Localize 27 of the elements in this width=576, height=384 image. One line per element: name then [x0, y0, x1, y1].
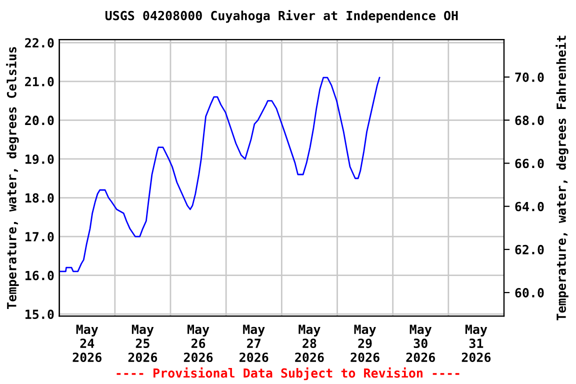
y2-tick-label: 60.0: [515, 288, 544, 298]
y-axis-title: Temperature, water, degrees Celsius: [6, 47, 19, 309]
y2-tick-label: 64.0: [515, 202, 544, 212]
y-tick-label: 20.0: [25, 116, 54, 126]
y2-tick-label: 66.0: [515, 158, 544, 168]
y-tick-label: 22.0: [25, 38, 54, 48]
y2-axis-title: Temperature, water, degrees Fahrenheit: [556, 36, 568, 320]
y-tick-label: 17.0: [26, 232, 54, 242]
x-tick-label: May 25 2026: [128, 324, 158, 362]
y2-tick-label: 62.0: [515, 244, 544, 254]
line-series: [59, 76, 380, 272]
y2-tick-label: 70.0: [515, 72, 544, 82]
x-tick-label: May 30 2026: [406, 324, 435, 362]
text: ---- Provisional Data Subject to Revision ----: [116, 367, 460, 380]
chart-title: USGS 04208000 Cuyahoga River at Independence OH: [105, 10, 458, 23]
x-tick-label: May 27 2026: [240, 324, 268, 362]
x-tick-label: May 24 2026: [72, 324, 102, 362]
y-tick-label: 18.0: [26, 193, 54, 203]
x-tick-label: May 28 2026: [295, 324, 324, 362]
x-tick-label: May 31 2026: [462, 324, 491, 362]
y-tick-label: 16.0: [26, 270, 54, 280]
y-tick-label: 19.0: [26, 154, 54, 164]
y-tick-label: 21.0: [25, 76, 54, 86]
x-tick-label: May 26 2026: [184, 324, 213, 362]
y-tick-label: 15.0: [26, 310, 54, 320]
y2-tick-label: 68.0: [515, 116, 544, 126]
x-tick-label: May 29 2026: [350, 324, 380, 362]
